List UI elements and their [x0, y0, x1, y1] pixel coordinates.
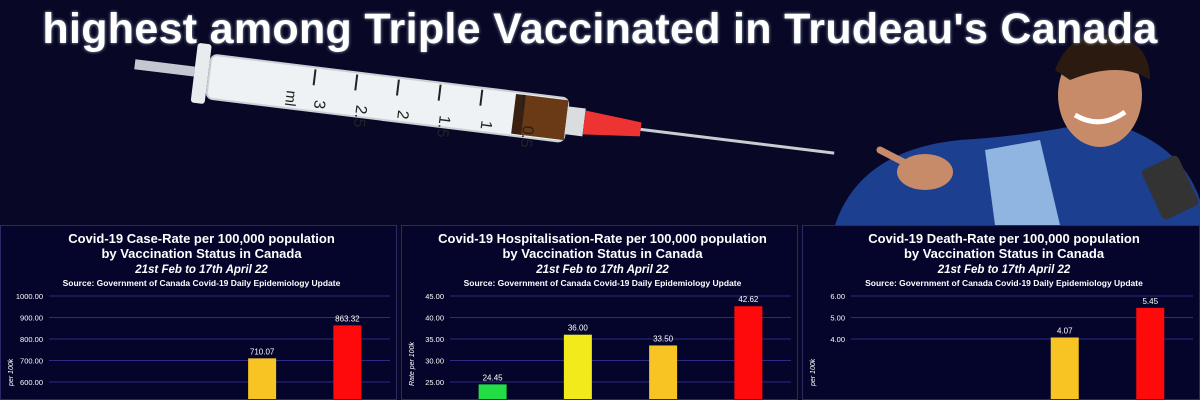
syringe-tick	[479, 89, 484, 106]
syringe-mark-label: 3	[310, 99, 328, 110]
y-tick-label: 1000.00	[16, 292, 43, 301]
bar-value-label: 33.50	[653, 334, 674, 343]
bar-value-label: 24.45	[483, 373, 504, 382]
syringe-unit-label: ml	[281, 89, 300, 107]
bar-value-label: 42.62	[738, 295, 759, 304]
syringe-image: 3 2.5 2 1.5 1 0.5 ml	[134, 43, 835, 155]
syringe-mark-label: 1	[477, 119, 495, 130]
bar	[563, 334, 592, 399]
y-tick-label: 700.00	[20, 357, 43, 366]
bar	[649, 345, 678, 399]
chart-subtitle: 21st Feb to 17th April 22	[937, 264, 1071, 276]
syringe-tick	[521, 94, 525, 111]
y-axis-label: per 100k	[810, 358, 817, 387]
chart-title: Covid-19 Case-Rate per 100,000 populatio…	[68, 231, 335, 246]
y-tick-label: 600.00	[20, 378, 43, 387]
bar	[478, 384, 507, 399]
chart-title-line2: by Vaccination Status in Canada	[101, 246, 302, 261]
y-tick-label: 4.00	[830, 335, 845, 344]
bar	[734, 306, 763, 399]
y-tick-label: 40.00	[425, 314, 444, 323]
y-tick-label: 25.00	[425, 378, 444, 387]
bar-value-label: 5.45	[1142, 297, 1158, 306]
person-photo	[835, 34, 1200, 225]
chart-subtitle: 21st Feb to 17th April 22	[535, 264, 669, 276]
y-axis-label: Rate per 100k	[409, 342, 416, 386]
y-axis-label: per 100k	[8, 358, 15, 387]
chart-source: Source: Government of Canada Covid-19 Da…	[63, 278, 341, 288]
y-tick-label: 30.00	[425, 357, 444, 366]
y-tick-label: 5.00	[830, 314, 845, 323]
chart-title: Covid-19 Death-Rate per 100,000 populati…	[868, 231, 1140, 246]
case-rate-chart: Covid-19 Case-Rate per 100,000 populatio…	[0, 225, 397, 400]
hospitalisation-rate-chart-svg: Covid-19 Hospitalisation-Rate per 100,00…	[409, 231, 791, 399]
syringe-tick	[312, 69, 317, 86]
syringe-tick	[437, 84, 442, 101]
bar-value-label: 710.07	[250, 347, 275, 356]
chart-subtitle: 21st Feb to 17th April 22	[134, 264, 268, 276]
y-tick-label: 900.00	[20, 314, 43, 323]
chart-title-line2: by Vaccination Status in Canada	[904, 246, 1105, 261]
y-tick-label: 6.00	[830, 292, 845, 301]
bar	[1136, 307, 1165, 399]
case-rate-chart-svg: Covid-19 Case-Rate per 100,000 populatio…	[8, 231, 390, 399]
chart-source: Source: Government of Canada Covid-19 Da…	[464, 278, 742, 288]
bar	[248, 358, 277, 399]
syringe-tick	[395, 79, 400, 96]
headline: highest among Triple Vaccinated in Trude…	[42, 5, 1158, 53]
bar-value-label: 36.00	[568, 324, 589, 333]
bar	[1050, 337, 1079, 399]
chart-title-line2: by Vaccination Status in Canada	[502, 246, 703, 261]
hospitalisation-rate-chart: Covid-19 Hospitalisation-Rate per 100,00…	[401, 225, 798, 400]
y-tick-label: 800.00	[20, 335, 43, 344]
syringe-mark-label: 1.5	[433, 114, 453, 138]
chart-title: Covid-19 Hospitalisation-Rate per 100,00…	[438, 231, 767, 246]
bar-value-label: 863.32	[335, 314, 360, 323]
syringe-mark-label: 2	[393, 109, 411, 120]
syringe-tick	[354, 74, 359, 91]
bar-value-label: 4.07	[1057, 326, 1073, 335]
death-rate-chart-svg: Covid-19 Death-Rate per 100,000 populati…	[810, 231, 1193, 399]
chart-source: Source: Government of Canada Covid-19 Da…	[865, 278, 1143, 288]
bar	[333, 325, 362, 399]
syringe-mark-label: 2.5	[350, 104, 370, 128]
death-rate-chart: Covid-19 Death-Rate per 100,000 populati…	[802, 225, 1200, 400]
y-tick-label: 45.00	[425, 292, 444, 301]
syringe-mark-label: 0.5	[517, 125, 537, 149]
y-tick-label: 35.00	[425, 335, 444, 344]
banner-illustration: 3 2.5 2 1.5 1 0.5 ml	[134, 34, 1200, 225]
